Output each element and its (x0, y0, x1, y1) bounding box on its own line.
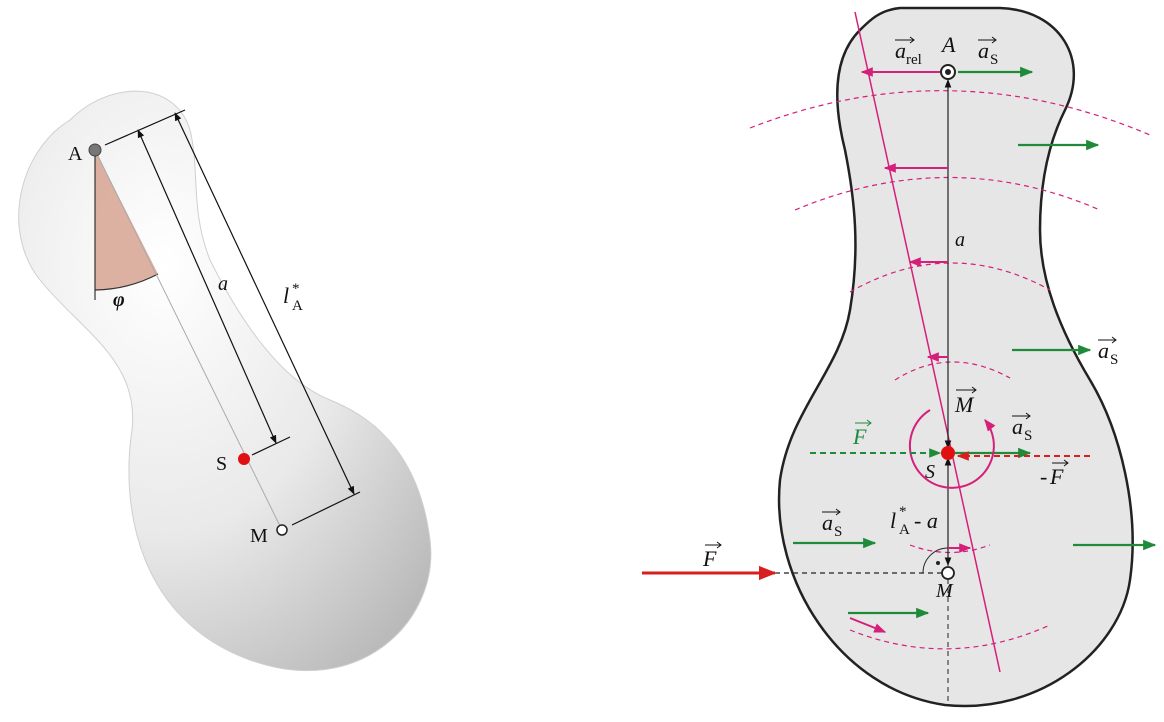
label-a-s-mid-main: a (1098, 338, 1109, 363)
label-a-s-top-sub: S (990, 52, 998, 68)
label-m-point: M (250, 525, 268, 547)
label-la-main: l (890, 508, 896, 533)
label-a-s-center: a S (1012, 412, 1032, 444)
relative-acceleration-arrows (849, 67, 972, 633)
label-a-s-center-main: a (1012, 414, 1023, 439)
label-minus-f-main: F (1049, 464, 1064, 489)
label-a-point: A (68, 143, 83, 165)
pivot-a-inner (945, 69, 951, 75)
label-a-right: A (940, 32, 956, 57)
inclined-body-axis (854, 11, 1001, 673)
label-a-distance-right: a (955, 229, 965, 251)
label-s-point: S (216, 453, 227, 475)
pendulum-body-outline (777, 6, 1134, 708)
label-distance-a: a (218, 273, 228, 295)
center-of-mass-s-right (941, 446, 955, 460)
right-angle-marker (922, 547, 949, 574)
label-force-minus-f: - F (1040, 459, 1069, 489)
label-la-sub: A (899, 522, 910, 538)
right-figure: A a S M a rel a S a S a S a S (642, 6, 1157, 708)
label-a-rel: a rel (895, 36, 922, 68)
label-a-rel-sub: rel (906, 52, 922, 68)
center-of-percussion-m-right (941, 566, 955, 580)
moment-arc (908, 409, 996, 489)
translational-acceleration-arrows (793, 66, 1157, 619)
label-a-s-top-main: a (978, 38, 989, 63)
pendulum-body-3d (18, 90, 432, 672)
label-la-minus-a: l * A - a (890, 504, 938, 538)
left-figure: A S M a l * A φ (18, 90, 432, 672)
label-moment-m: M (954, 386, 977, 417)
label-phi: φ (113, 289, 125, 311)
label-la-sup: * (899, 504, 907, 520)
dimension-arrow-l-a (174, 112, 355, 495)
label-force-f-green-main: F (852, 424, 867, 449)
dimension-extension-a-top (104, 109, 186, 146)
label-l-a-star: l * A (283, 281, 303, 314)
pivot-a-point (88, 143, 102, 157)
label-applied-f-main: F (702, 546, 717, 571)
label-a-s-center-sub: S (1024, 428, 1032, 444)
label-a-s-mid-sub: S (1110, 352, 1118, 368)
label-a-s-left: a S (822, 508, 842, 540)
label-l-main: l (283, 283, 289, 308)
center-of-percussion-m-point (276, 524, 288, 536)
label-a-s-mid: a S (1098, 336, 1118, 368)
dimension-extension-m (291, 491, 361, 526)
label-a-rel-main: a (895, 38, 906, 63)
label-moment-main: M (954, 392, 975, 417)
label-a-s-left-sub: S (834, 524, 842, 540)
label-s-right: S (925, 461, 935, 483)
label-force-f-green: F (852, 419, 872, 449)
label-l-sup: * (292, 281, 300, 297)
label-l-sub: A (292, 298, 303, 314)
label-a-s-left-main: a (822, 510, 833, 535)
label-a-s-top: a S (978, 36, 998, 68)
label-m-right: M (935, 580, 954, 602)
label-minus-prefix: - (1040, 464, 1047, 489)
center-of-mass-s-point (238, 453, 250, 465)
label-applied-force-f: F (702, 541, 722, 571)
right-angle-dot (936, 561, 940, 565)
label-la-rest: - a (914, 508, 938, 533)
